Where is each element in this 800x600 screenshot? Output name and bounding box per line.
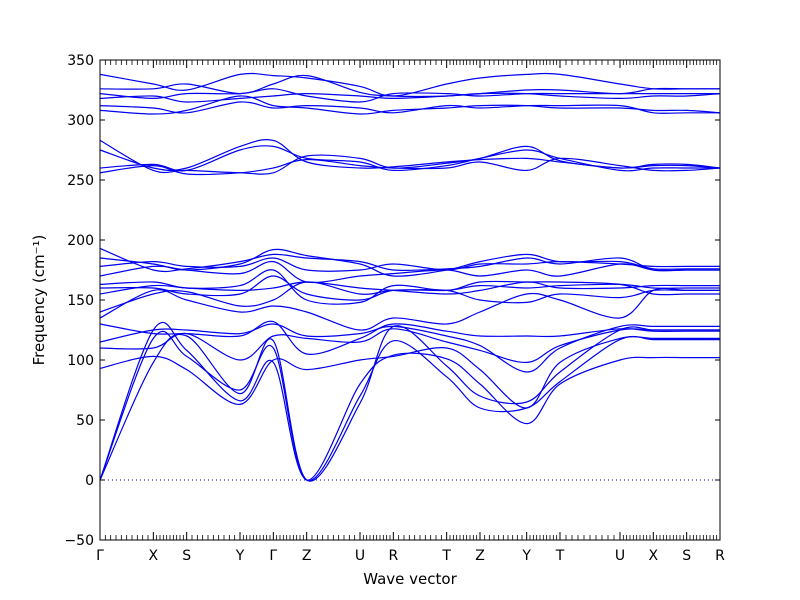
x-tick-label: S xyxy=(682,548,691,564)
tick-marks: −50 0 50 100 150 200 250 300 350 Γ X S Y Γ Z U R T Z Y T U X S R xyxy=(64,53,725,564)
x-tick-label: T xyxy=(441,548,451,564)
y-tick-label: 0 xyxy=(85,473,94,489)
x-tick-label: Z xyxy=(302,548,312,564)
band-line xyxy=(99,260,720,284)
y-tick-label: 100 xyxy=(67,353,94,369)
x-tick-label: U xyxy=(615,548,625,564)
band-line xyxy=(99,330,720,481)
x-tick-label: Y xyxy=(521,548,531,564)
x-tick-label: X xyxy=(649,548,659,564)
band-line xyxy=(99,269,720,305)
x-tick-label: X xyxy=(149,548,159,564)
y-tick-label: 350 xyxy=(67,53,94,69)
x-tick-label: S xyxy=(182,548,191,564)
y-tick-label: −50 xyxy=(64,533,94,549)
x-axis-label: Wave vector xyxy=(363,570,457,588)
band-line xyxy=(99,72,720,97)
band-line xyxy=(99,247,720,273)
x-tick-label: R xyxy=(715,548,725,564)
band-line xyxy=(99,281,720,295)
x-tick-label: T xyxy=(555,548,565,564)
band-line xyxy=(99,287,720,331)
band-line xyxy=(99,92,721,103)
y-tick-label: 50 xyxy=(76,413,94,429)
band-line xyxy=(99,336,720,409)
band-line xyxy=(99,88,720,103)
y-tick-label: 250 xyxy=(67,173,94,189)
band-line xyxy=(99,145,720,172)
band-line xyxy=(99,74,720,97)
band-line xyxy=(99,248,720,277)
x-tick-label: Y xyxy=(235,548,245,564)
x-tick-label: R xyxy=(388,548,398,564)
y-tick-label: 300 xyxy=(67,113,94,129)
y-tick-label: 200 xyxy=(67,233,94,249)
band-line xyxy=(99,275,720,301)
band-line xyxy=(99,139,721,175)
band-line xyxy=(99,320,720,355)
y-tick-label: 150 xyxy=(67,293,94,309)
band-line xyxy=(99,101,720,114)
x-tick-label: Z xyxy=(475,548,485,564)
y-axis-label: Frequency (cm⁻¹) xyxy=(30,235,48,366)
plot-area xyxy=(99,72,721,482)
band-line xyxy=(99,323,720,373)
x-tick-label: Γ xyxy=(96,548,104,564)
x-tick-label: Γ xyxy=(269,548,277,564)
x-tick-label: U xyxy=(355,548,365,564)
